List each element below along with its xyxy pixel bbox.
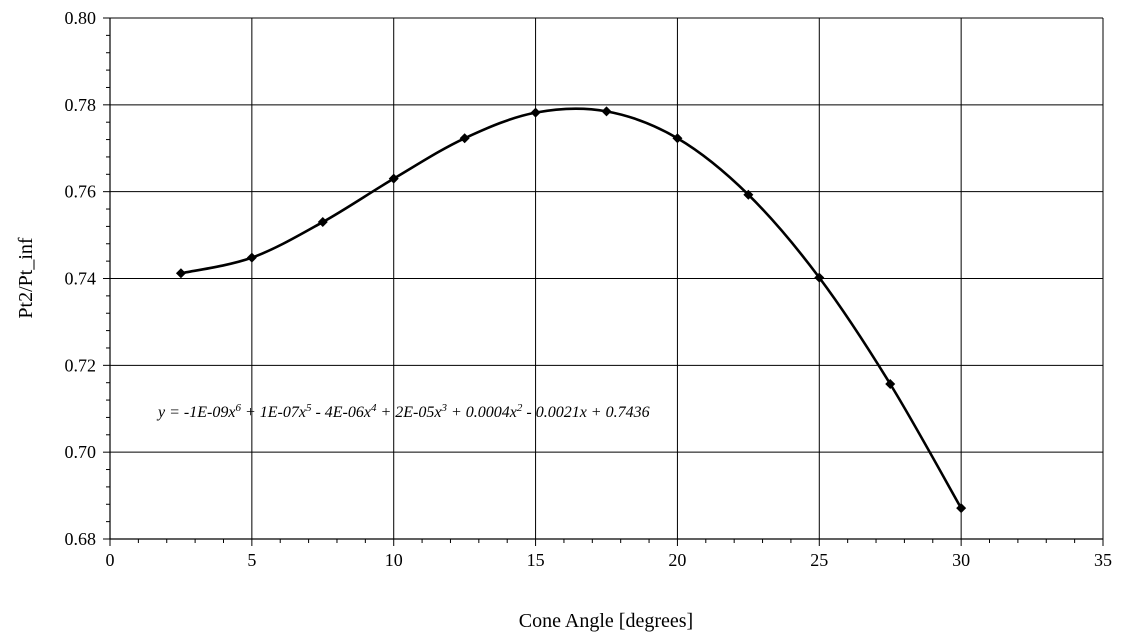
equation-term: - 0.0021x + 0.7436	[522, 404, 649, 421]
gridlines	[110, 17, 1104, 539]
y-tick-label: 0.78	[65, 95, 97, 115]
y-tick-label: 0.80	[65, 8, 97, 28]
data-point	[459, 133, 470, 144]
data-point	[246, 252, 257, 263]
trendline-equation: y = -1E-09x6 + 1E-07x5 - 4E-06x4 + 2E-05…	[156, 402, 650, 421]
x-tick-label: 30	[952, 550, 970, 570]
data-points	[175, 106, 967, 514]
y-tick-label: 0.72	[65, 355, 97, 375]
equation-exponent: 2	[517, 402, 523, 414]
x-tick-label: 5	[247, 550, 256, 570]
x-tick-label: 20	[668, 550, 686, 570]
x-tick-label: 25	[810, 550, 828, 570]
data-point	[530, 107, 541, 118]
equation-term: + 1E-07x	[241, 404, 306, 421]
equation-exponent: 6	[235, 402, 241, 414]
x-tick-label: 35	[1094, 550, 1112, 570]
y-tick-label: 0.76	[65, 182, 97, 202]
x-tick-label: 15	[527, 550, 545, 570]
data-point	[388, 173, 399, 184]
axis-ticks	[103, 17, 1104, 546]
data-point	[175, 268, 186, 279]
data-point	[601, 106, 612, 117]
data-point	[317, 217, 328, 228]
x-tick-label: 10	[385, 550, 403, 570]
equation-exponent: 5	[306, 402, 312, 414]
equation-term: + 0.0004x	[447, 404, 517, 421]
equation-exponent: 3	[440, 402, 447, 414]
data-point	[672, 133, 683, 144]
data-point	[814, 272, 825, 283]
y-tick-label: 0.68	[65, 529, 97, 549]
data-point	[956, 503, 967, 514]
y-tick-label: 0.74	[65, 269, 97, 289]
x-tick-label: 0	[106, 550, 115, 570]
y-axis-title: Pt2/Pt_inf	[15, 237, 37, 318]
equation-exponent: 4	[371, 402, 377, 414]
data-point	[885, 379, 896, 390]
tick-labels: 0 5 10 15 20 25 30 350.680.700.720.740.760.780.…	[65, 8, 1113, 570]
y-tick-label: 0.70	[65, 442, 97, 462]
data-point	[743, 189, 754, 200]
equation-term: + 2E-05x	[376, 404, 441, 421]
x-axis-title: Cone Angle [degrees]	[519, 610, 693, 632]
equation-term: - 4E-06x	[311, 404, 371, 421]
equation-term: y = -1E-09x	[156, 404, 235, 421]
